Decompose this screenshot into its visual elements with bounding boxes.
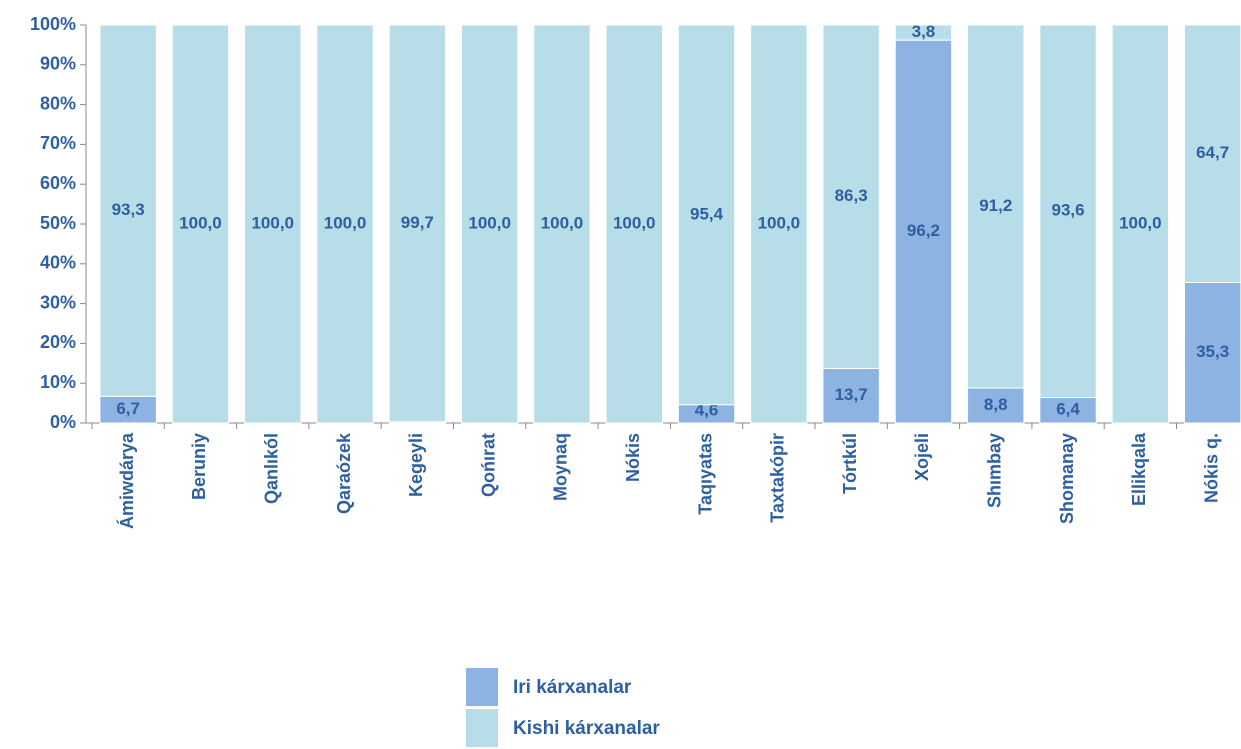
data-label: 99,7 bbox=[401, 213, 434, 232]
data-label: 100,0 bbox=[179, 213, 222, 232]
x-tick-label: Beruniy bbox=[189, 433, 209, 500]
data-label: 93,3 bbox=[112, 200, 145, 219]
y-tick-label: 80% bbox=[40, 93, 76, 113]
x-tick-label: Nókis bbox=[623, 433, 643, 482]
legend-swatch bbox=[466, 668, 498, 706]
legend-swatch bbox=[466, 709, 498, 747]
data-label: 35,3 bbox=[1196, 342, 1229, 361]
y-tick-label: 60% bbox=[40, 173, 76, 193]
x-tick-label: Ámiwdárya bbox=[116, 432, 137, 529]
data-label: 100,0 bbox=[1119, 213, 1162, 232]
y-tick-label: 50% bbox=[40, 213, 76, 233]
y-tick-label: 0% bbox=[50, 412, 76, 432]
x-tick-label: Tórtkúl bbox=[840, 433, 860, 494]
x-tick-label: Moynaq bbox=[551, 433, 571, 501]
data-label: 8,8 bbox=[984, 395, 1008, 414]
chart: 0% 10% 20% 30% 40% 50% 60% 70% 80% 90% 100% Ámiwdár… bbox=[0, 0, 1241, 749]
data-label: 100,0 bbox=[541, 213, 584, 232]
data-label: 95,4 bbox=[690, 204, 724, 223]
data-label: 100,0 bbox=[613, 213, 656, 232]
data-label: 6,7 bbox=[116, 399, 140, 418]
data-label: 93,6 bbox=[1052, 201, 1085, 220]
x-tick-label: Qaraózek bbox=[334, 432, 354, 514]
x-tick-label: Taxtakópir bbox=[768, 433, 788, 523]
x-tick-label: Qanlıkól bbox=[262, 433, 282, 504]
y-tick-label: 40% bbox=[40, 253, 76, 273]
x-tick-label: Shomanay bbox=[1057, 433, 1077, 524]
data-label: 100,0 bbox=[251, 213, 294, 232]
data-label: 96,2 bbox=[907, 221, 940, 240]
x-tick-label: Shımbay bbox=[985, 433, 1005, 508]
data-label: 91,2 bbox=[979, 196, 1012, 215]
y-tick-label: 20% bbox=[40, 332, 76, 352]
x-tick-label: Kegeyli bbox=[406, 433, 426, 497]
data-label: 13,7 bbox=[835, 385, 868, 404]
x-tick-label: Nókis q. bbox=[1201, 433, 1221, 503]
x-tick-label: Qońırat bbox=[478, 433, 498, 497]
y-tick-label: 10% bbox=[40, 372, 76, 392]
data-label: 6,4 bbox=[1056, 400, 1080, 419]
legend-label: Iri kárxanalar bbox=[513, 677, 632, 698]
legend-label: Kishi kárxanalar bbox=[513, 718, 660, 739]
data-label: 100,0 bbox=[468, 213, 511, 232]
data-label: 86,3 bbox=[835, 186, 868, 205]
y-tick-label: 30% bbox=[40, 292, 76, 312]
x-tick-label: Xojeli bbox=[912, 433, 932, 481]
y-tick-label: 70% bbox=[40, 133, 76, 153]
data-label: 100,0 bbox=[324, 213, 367, 232]
x-tick-label: Ellikqala bbox=[1129, 432, 1149, 506]
y-tick-label: 90% bbox=[40, 54, 76, 74]
data-label: 64,7 bbox=[1196, 143, 1229, 162]
data-label: 3,8 bbox=[912, 22, 936, 41]
y-tick-label: 100% bbox=[30, 14, 76, 34]
data-label: 100,0 bbox=[758, 213, 801, 232]
x-tick-label: Taqıyatas bbox=[695, 433, 715, 515]
